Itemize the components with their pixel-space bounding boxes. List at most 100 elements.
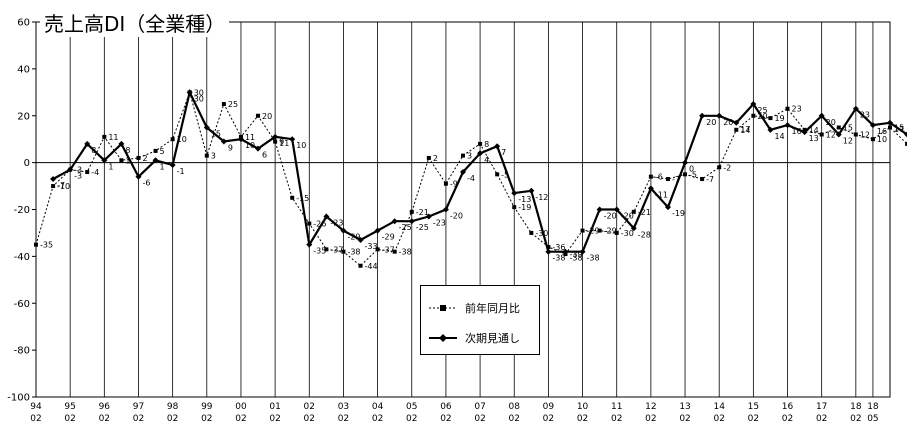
data-label-yoy: 11 [245, 133, 255, 142]
legend-item-outlook: 次期見通し [429, 330, 520, 346]
point-outlook [408, 218, 415, 225]
data-label-outlook: -1 [177, 167, 185, 176]
data-label-yoy: 19 [774, 114, 784, 123]
data-label-yoy: 10 [877, 135, 887, 144]
y-tick-label: -40 [14, 252, 30, 263]
x-year-label: 15 [748, 402, 759, 412]
x-period-label: 02 [782, 414, 793, 424]
data-label-yoy: -10 [57, 182, 70, 191]
x-period-label: 02 [167, 414, 178, 424]
data-label-outlook: -19 [672, 209, 685, 218]
x-year-label: 08 [509, 402, 521, 412]
series-line-yoy [35, 90, 907, 267]
point-yoy [870, 137, 875, 142]
point-outlook [101, 157, 108, 164]
legend-swatch-yoy [429, 305, 457, 311]
data-label-yoy: -29 [587, 227, 600, 236]
data-label-outlook: -33 [365, 242, 378, 251]
data-label-yoy: 9 [279, 138, 284, 147]
data-label-outlook: -38 [569, 254, 582, 263]
x-period-label: 05 [867, 414, 878, 424]
legend-label-yoy: 前年同月比 [465, 302, 520, 315]
data-label-outlook: -29 [382, 233, 395, 242]
point-yoy [136, 155, 141, 160]
x-period-label: 02 [543, 414, 554, 424]
data-label-outlook: 23 [860, 111, 870, 120]
x-year-label: 97 [133, 402, 144, 412]
point-outlook [203, 124, 210, 131]
point-yoy [273, 139, 278, 144]
point-outlook [237, 136, 244, 143]
point-outlook [852, 105, 859, 112]
x-period-label: 02 [133, 414, 144, 424]
point-outlook [374, 227, 381, 234]
point-yoy [307, 221, 312, 226]
point-outlook [767, 126, 774, 133]
data-label-yoy: 14 [809, 126, 819, 135]
data-label-outlook: 4 [484, 155, 489, 164]
data-label-outlook: 20 [826, 118, 836, 127]
legend-swatch-outlook [429, 334, 457, 342]
x-year-label: 17 [816, 402, 827, 412]
point-yoy [665, 177, 670, 182]
x-period-label: 02 [338, 414, 349, 424]
x-year-label: 10 [577, 402, 589, 412]
point-yoy [119, 158, 124, 163]
x-period-label: 02 [99, 414, 110, 424]
x-period-label: 02 [611, 414, 622, 424]
point-outlook [494, 143, 501, 150]
point-outlook [562, 248, 569, 255]
point-yoy [324, 247, 329, 252]
point-outlook [67, 166, 74, 173]
x-year-label: 18 [850, 402, 862, 412]
x-year-label: 05 [406, 402, 417, 412]
point-outlook [869, 122, 876, 129]
point-outlook [340, 227, 347, 234]
data-label-outlook: -6 [142, 179, 150, 188]
x-year-label: 04 [372, 402, 384, 412]
point-outlook [477, 150, 484, 157]
point-yoy [443, 181, 448, 186]
legend-item-yoy: 前年同月比 [429, 300, 520, 316]
point-outlook [716, 112, 723, 119]
x-year-label: 07 [474, 402, 485, 412]
data-label-outlook: -20 [604, 212, 617, 221]
data-label-yoy: 1 [125, 156, 130, 165]
point-yoy [614, 230, 619, 235]
x-year-label: 98 [167, 402, 179, 412]
data-label-outlook: 0 [689, 165, 694, 174]
x-year-label: 01 [269, 402, 280, 412]
point-yoy [290, 195, 295, 200]
data-label-yoy: -37 [330, 245, 343, 254]
data-label-yoy: 14 [740, 126, 750, 135]
point-outlook [169, 161, 176, 168]
x-year-label: 00 [235, 402, 247, 412]
x-period-label: 02 [372, 414, 383, 424]
point-yoy [631, 209, 636, 214]
data-label-outlook: -35 [313, 247, 326, 256]
point-yoy [597, 228, 602, 233]
data-label-yoy: -38 [399, 248, 412, 257]
data-label-yoy: 3 [211, 152, 216, 161]
point-yoy [819, 132, 824, 137]
point-outlook [596, 206, 603, 213]
data-label-yoy: -7 [706, 175, 714, 184]
point-yoy [358, 263, 363, 268]
data-label-yoy: 30 [194, 88, 204, 97]
x-period-label: 02 [816, 414, 827, 424]
data-label-outlook: 14 [774, 132, 784, 141]
point-yoy [648, 174, 653, 179]
point-yoy [785, 106, 790, 111]
x-period-label: 02 [440, 414, 451, 424]
data-label-yoy: -6 [655, 173, 663, 182]
data-label-outlook: -38 [587, 254, 600, 263]
data-label-outlook: -28 [638, 230, 651, 239]
data-label-yoy: -4 [91, 168, 99, 177]
data-label-yoy: 5 [160, 147, 165, 156]
x-period-label: 02 [748, 414, 759, 424]
data-label-yoy: 12 [860, 131, 870, 140]
point-outlook [835, 131, 842, 138]
data-label-yoy: -39 [569, 250, 582, 259]
point-yoy [683, 172, 688, 177]
